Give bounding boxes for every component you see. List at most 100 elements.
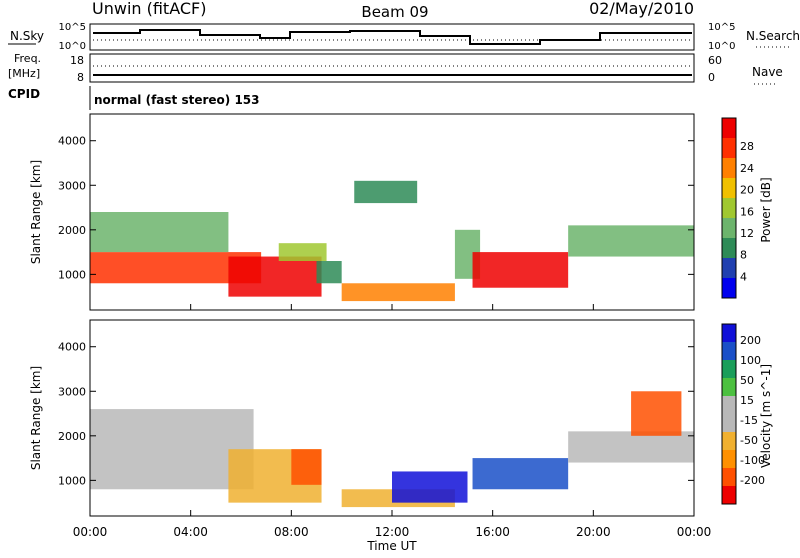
power-region-8 — [568, 225, 694, 257]
velocity-colorbar-tick-0: 200 — [740, 334, 761, 347]
power-colorbar-swatch-5 — [722, 178, 736, 198]
power-ytick-label-3: 4000 — [58, 135, 86, 148]
velocity-colorbar-frame — [721, 323, 737, 505]
power-colorbar-label: Power [dB] — [759, 177, 773, 242]
nave-tick-top: 60 — [708, 54, 722, 67]
velocity-ytick-label-2: 3000 — [58, 385, 86, 398]
velocity-region-2 — [291, 449, 322, 485]
freq-unit-label: [MHz] — [8, 67, 40, 80]
power-ytick-label-0: 1000 — [58, 268, 86, 281]
nsky-trace — [93, 29, 692, 45]
power-colorbar-swatch-6 — [722, 158, 736, 178]
date-title: 02/May/2010 — [589, 0, 694, 18]
power-colorbar-tick-0: 4 — [740, 270, 747, 283]
velocity-colorbar-swatch-3 — [722, 432, 736, 450]
xtick-label-6: 00:00 — [677, 525, 712, 539]
velocity-colorbar-swatch-0 — [722, 486, 736, 504]
velocity-colorbar-tick-7: -200 — [740, 474, 765, 487]
velocity-colorbar-swatch-6 — [722, 378, 736, 396]
velocity-region-5 — [472, 458, 569, 490]
velocity-colorbar-swatch-9 — [722, 324, 736, 342]
noise-left-top: 10^5 — [59, 22, 86, 33]
velocity-colorbar-swatch-1 — [722, 468, 736, 486]
velocity-ytick-label-1: 2000 — [58, 430, 86, 443]
velocity-colorbar-tick-6: -100 — [740, 454, 765, 467]
time-axis: 00:00 04:00 08:00 12:00 16:00 20:00 00:00 — [73, 304, 712, 539]
power-colorbar-swatch-0 — [722, 278, 736, 298]
power-ytick-label-1: 2000 — [58, 224, 86, 237]
velocity-region-0 — [90, 409, 254, 490]
velocity-colorbar: 200 100 50 15 -15 -50 -100 -200 — [721, 323, 765, 505]
velocity-colorbar-tick-3: 15 — [740, 394, 754, 407]
xtick-label-2: 08:00 — [274, 525, 309, 539]
power-colorbar-tick-5: 24 — [740, 162, 754, 175]
power-ytick-label-2: 3000 — [58, 179, 86, 192]
power-colorbar-tick-3: 16 — [740, 205, 754, 218]
velocity-region-6 — [568, 431, 694, 463]
velocity-colorbar-swatch-5 — [722, 396, 736, 414]
velocity-colorbar-swatch-7 — [722, 360, 736, 378]
power-colorbar-frame — [721, 117, 737, 299]
velocity-panel: 1000 2000 3000 4000 Slant Range [km] 200 100… — [29, 319, 773, 517]
freq-tick-top: 18 — [70, 54, 84, 67]
power-colorbar-swatch-2 — [722, 238, 736, 258]
noise-panel: N.Sky 10^5 10^0 10^5 10^0 N.Search — [8, 22, 800, 52]
velocity-region-4 — [392, 471, 468, 503]
xtick-label-4: 16:00 — [475, 525, 510, 539]
xtick-label-1: 04:00 — [173, 525, 208, 539]
nsearch-label: N.Search — [746, 29, 800, 43]
velocity-colorbar-tick-5: -50 — [740, 434, 758, 447]
velocity-colorbar-tick-1: 100 — [740, 354, 761, 367]
xtick-label-0: 00:00 — [73, 525, 108, 539]
velocity-cells — [90, 391, 694, 508]
power-panel: 1000 2000 3000 4000 Slant Range [km] 4 8 12 16… — [29, 113, 773, 311]
velocity-colorbar-tick-2: 50 — [740, 374, 754, 387]
power-region-9 — [354, 180, 418, 204]
velocity-colorbar-swatch-2 — [722, 450, 736, 468]
power-region-1 — [90, 212, 229, 253]
beam-title: Beam 09 — [361, 3, 428, 21]
velocity-region-7 — [631, 391, 682, 436]
nave-label: Nave — [752, 65, 783, 79]
power-cells — [90, 180, 694, 302]
velocity-colorbar-label: Velocity [m s^-1] — [759, 364, 773, 468]
freq-panel-frame — [89, 53, 695, 83]
velocity-colorbar-tick-4: -15 — [740, 414, 758, 427]
freq-panel: Freq. [MHz] 18 8 60 0 Nave — [8, 52, 783, 85]
power-region-3 — [278, 243, 327, 261]
power-colorbar-swatch-4 — [722, 198, 736, 218]
power-region-2 — [228, 256, 322, 297]
noise-right-top: 10^5 — [708, 22, 735, 33]
nsky-label: N.Sky — [10, 29, 44, 43]
cpid-label: CPID — [8, 87, 40, 101]
power-region-7 — [472, 252, 569, 288]
power-yticks: 1000 2000 3000 4000 — [58, 135, 694, 281]
power-colorbar-tick-4: 20 — [740, 184, 754, 197]
power-colorbar-swatch-7 — [722, 138, 736, 158]
freq-label: Freq. — [14, 52, 41, 65]
xtick-label-3: 12:00 — [375, 525, 410, 539]
nave-tick-bottom: 0 — [708, 71, 715, 84]
xtick-label-5: 20:00 — [576, 525, 611, 539]
cpid-value: normal (fast stereo) 153 — [94, 93, 260, 107]
power-colorbar-tick-1: 8 — [740, 249, 747, 262]
velocity-ytick-label-0: 1000 — [58, 474, 86, 487]
power-colorbar-swatch-3 — [722, 218, 736, 238]
power-region-4 — [316, 261, 342, 284]
noise-right-bottom: 10^0 — [708, 41, 735, 52]
power-colorbar-swatch-1 — [722, 258, 736, 278]
velocity-ytick-label-3: 4000 — [58, 341, 86, 354]
power-colorbar-tick-2: 12 — [740, 227, 754, 240]
power-region-5 — [341, 283, 455, 302]
freq-tick-bottom: 8 — [77, 71, 84, 84]
velocity-ylabel: Slant Range [km] — [29, 366, 43, 470]
power-colorbar: 4 8 12 16 20 24 28 — [721, 117, 754, 299]
power-colorbar-tick-6: 28 — [740, 140, 754, 153]
noise-panel-frame — [89, 23, 695, 51]
station-title: Unwin (fitACF) — [92, 0, 206, 18]
noise-left-bottom: 10^0 — [59, 41, 86, 52]
power-colorbar-swatch-8 — [722, 118, 736, 138]
velocity-colorbar-swatch-8 — [722, 342, 736, 360]
